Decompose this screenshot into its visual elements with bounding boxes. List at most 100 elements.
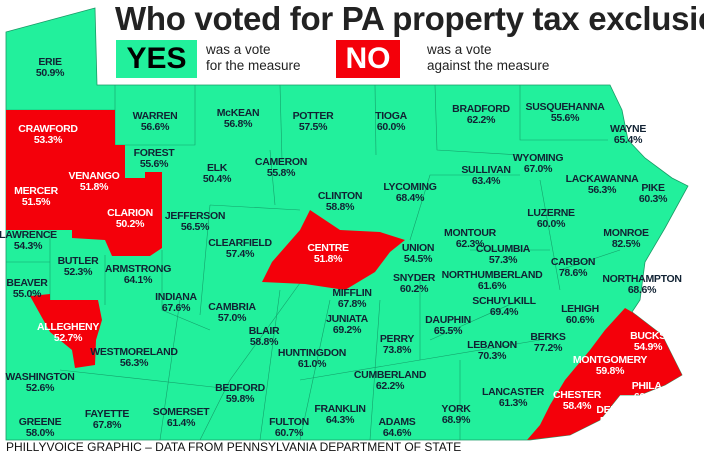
county-label-cameron: CAMERON 55.8% <box>255 157 307 179</box>
county-name: JUNIATA <box>326 313 368 325</box>
county-label-northumberland: NORTHUMBERLAND 61.6% <box>442 270 543 292</box>
county-percent: 67.8% <box>337 298 367 310</box>
county-percent: 63.4% <box>471 175 501 187</box>
county-label-carbon: CARBON 78.6% <box>550 256 596 279</box>
county-label-mifflin: MIFFLIN 67.8% <box>332 288 372 310</box>
county-name: FRANKLIN <box>314 403 366 415</box>
legend-yes-line1: was a vote <box>206 42 271 57</box>
county-name: CHESTER <box>552 389 602 401</box>
county-name: FAYETTE <box>84 408 130 420</box>
county-name: DELCO <box>596 404 632 416</box>
county-label-cambria: CAMBRIA 57.0% <box>208 302 256 324</box>
county-percent: 50.9% <box>35 67 65 79</box>
county-name: COLUMBIA <box>475 243 531 255</box>
county-percent: 55.8% <box>266 167 296 179</box>
county-name: FOREST <box>133 147 175 159</box>
county-percent: 52.7% <box>53 332 83 344</box>
county-percent: 69.4% <box>489 306 519 318</box>
county-label-monroe: MONROE 82.5% <box>603 228 649 250</box>
county-label-huntingdon: HUNTINGDON 61.0% <box>278 348 346 370</box>
county-label-lawrence: LAWRENCE 54.3% <box>0 230 57 252</box>
county-label-chester: CHESTER 58.4% <box>553 390 601 412</box>
region-allegheny-no <box>30 294 102 368</box>
county-name: GREENE <box>18 416 62 428</box>
county-label-lancaster: LANCASTER 61.3% <box>482 387 544 409</box>
county-percent: 55.0% <box>12 288 42 300</box>
county-percent: 58.8% <box>325 201 355 213</box>
county-name: PHILA. <box>631 380 665 392</box>
county-name: BUCKS <box>630 330 666 342</box>
map-title: Who voted for PA property tax exclusion <box>115 0 704 37</box>
county-name: MONTGOMERY <box>572 354 648 366</box>
county-label-cumberland: CUMBERLAND 62.2% <box>354 370 427 392</box>
county-name: SUSQUEHANNA <box>525 101 605 113</box>
legend-no-text: was a vote against the measure <box>427 42 549 74</box>
county-label-lycoming: LYCOMING 68.4% <box>383 182 437 204</box>
county-name: WESTMORELAND <box>90 346 178 358</box>
county-percent: 64.3% <box>325 414 355 426</box>
county-percent: 73.8% <box>382 344 412 356</box>
county-label-delco: DELCO 58.6% <box>596 404 632 427</box>
county-label-berks: BERKS 77.2% <box>530 331 566 354</box>
county-percent: 62.2% <box>375 380 405 392</box>
county-name: ALLEGHENY <box>36 321 100 333</box>
county-label-washington: WASHINGTON 52.6% <box>5 372 74 394</box>
county-name: BEDFORD <box>215 382 265 394</box>
county-name: WARREN <box>132 110 178 122</box>
county-name: WYOMING <box>512 152 564 164</box>
legend-yes-text: was a vote for the measure <box>206 42 301 74</box>
county-percent: 54.9% <box>633 341 663 353</box>
county-percent: 64.6% <box>382 427 412 439</box>
county-label-lebanon: LEBANON 70.3% <box>467 340 517 362</box>
legend-no-line2: against the measure <box>427 58 550 73</box>
legend-yes-line2: for the measure <box>206 58 301 73</box>
county-percent: 62.3% <box>455 238 485 250</box>
region-northwest-no <box>6 110 162 256</box>
county-name: SOMERSET <box>152 406 210 418</box>
county-label-adams: ADAMS 64.6% <box>379 417 416 439</box>
county-label-clearfield: CLEARFIELD 57.4% <box>208 238 272 260</box>
county-name: CRAWFORD <box>18 123 78 135</box>
county-percent: 60.3% <box>638 193 668 205</box>
county-label-susquehanna: SUSQUEHANNA 55.6% <box>526 102 605 124</box>
county-name: LAWRENCE <box>0 229 57 241</box>
county-name: CLINTON <box>317 190 363 202</box>
county-percent: 68.6% <box>627 284 657 296</box>
county-label-juniata: JUNIATA 69.2% <box>326 314 368 336</box>
county-label-bradford: BRADFORD 62.2% <box>452 104 510 126</box>
county-label-indiana: INDIANA 67.6% <box>155 292 197 314</box>
county-label-fulton: FULTON 60.7% <box>269 417 309 439</box>
county-percent: 51.8% <box>313 253 343 265</box>
credit-line: PHILLYVOICE GRAPHIC – DATA FROM PENNSYLV… <box>6 440 462 454</box>
county-percent: 68.9% <box>441 414 471 426</box>
county-name: MERCER <box>14 185 58 197</box>
county-label-clinton: CLINTON 58.8% <box>317 190 363 213</box>
county-name: INDIANA <box>155 291 197 303</box>
region-southeast-no <box>527 308 682 440</box>
county-percent: 57.4% <box>225 248 255 260</box>
county-percent: 65.5% <box>433 325 463 337</box>
county-name: LUZERNE <box>527 207 575 219</box>
county-percent: 55.6% <box>139 158 169 170</box>
county-name: ELK <box>206 162 228 174</box>
county-name: SCHUYLKILL <box>472 295 536 307</box>
county-percent: 67.8% <box>92 419 122 431</box>
county-percent: 52.3% <box>63 266 93 278</box>
county-label-westmoreland: WESTMORELAND 56.3% <box>90 346 178 369</box>
county-label-centre: CENTRE 51.8% <box>307 243 349 265</box>
county-label-tioga: TIOGA 60.0% <box>375 111 407 133</box>
county-label-mercer: MERCER 51.5% <box>14 186 58 208</box>
county-percent: 60.1% <box>633 391 663 403</box>
county-name: BERKS <box>530 331 566 343</box>
county-percent: 65.4% <box>613 134 643 146</box>
county-name: POTTER <box>292 110 334 122</box>
county-name: CARBON <box>550 256 596 268</box>
county-percent: 58.8% <box>249 336 279 348</box>
county-label-beaver: BEAVER 55.0% <box>6 278 47 300</box>
county-percent: 60.0% <box>536 218 566 230</box>
county-name: PERRY <box>379 333 415 345</box>
county-percent: 69.2% <box>332 324 362 336</box>
county-name: FULTON <box>269 416 309 428</box>
county-percent: 56.3% <box>119 357 149 369</box>
county-percent: 51.8% <box>79 181 109 193</box>
